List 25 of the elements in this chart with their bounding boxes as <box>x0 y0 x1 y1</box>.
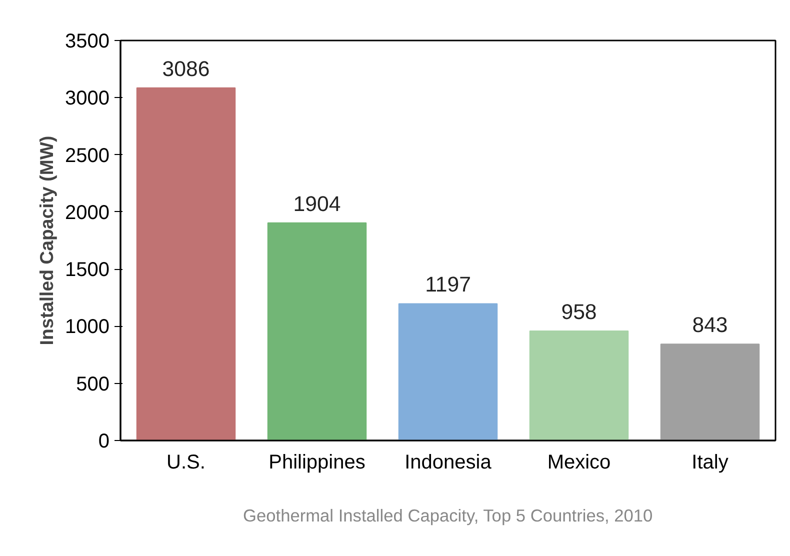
x-tick-label: Mexico <box>547 452 611 474</box>
data-label: 843 <box>692 313 728 338</box>
x-tick-label: Philippines <box>268 452 366 474</box>
x-tick-label: Indonesia <box>404 452 492 474</box>
bar <box>136 87 236 440</box>
bar <box>660 344 760 440</box>
y-axis-title: Installed Capacity (MW) <box>36 136 58 346</box>
bar <box>398 303 498 440</box>
bar <box>267 222 367 440</box>
data-label: 3086 <box>162 56 210 81</box>
x-tick-label: Italy <box>692 452 728 474</box>
y-tick-label: 3000 <box>65 88 110 110</box>
data-label: 958 <box>561 300 597 324</box>
y-tick-label: 3500 <box>65 30 110 52</box>
y-tick-label: 1000 <box>65 316 110 338</box>
y-tick-label: 0 <box>98 430 110 452</box>
data-label: 1197 <box>425 272 471 297</box>
x-tick-label: U.S. <box>166 452 206 474</box>
text: Geothermal Installed Capacity, Top 5 Countries, 2010 <box>243 506 653 526</box>
y-tick-label: 1500 <box>65 259 110 282</box>
y-tick-label: 2000 <box>65 202 110 224</box>
y-tick-label: 2500 <box>65 144 110 167</box>
bar <box>529 330 629 440</box>
data-label: 1904 <box>293 192 341 216</box>
y-tick-label: 500 <box>76 373 110 396</box>
